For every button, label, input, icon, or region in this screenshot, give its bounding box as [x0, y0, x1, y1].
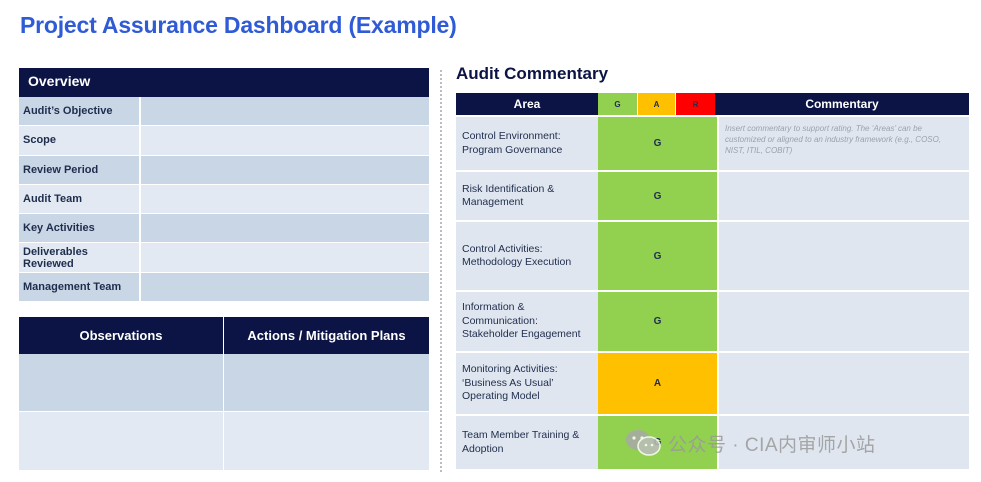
commentary-row: Risk Identification & Management G	[456, 170, 969, 220]
overview-table: Overview Audit’s Objective Scope Review …	[19, 68, 429, 303]
action-cell[interactable]	[224, 412, 429, 470]
area-line: Team Member Training &	[462, 429, 580, 441]
area-line: Information &	[462, 301, 525, 314]
overview-header: Overview	[19, 68, 429, 97]
commentary-cell[interactable]	[717, 353, 969, 414]
actions-header-label: Actions / Mitigation Plans	[247, 328, 406, 343]
overview-label: Scope	[19, 126, 141, 155]
rating-cell: G	[598, 222, 717, 290]
amber-rating-header: A	[637, 93, 676, 115]
overview-label: Deliverables Reviewed	[19, 243, 141, 272]
rating-cell: G	[598, 117, 717, 170]
section-divider	[440, 70, 442, 472]
commentary-row: Information & Communication: Stakeholder…	[456, 290, 969, 351]
watermark: 公众号 · CIA内审师小站	[624, 429, 876, 457]
overview-value[interactable]	[141, 126, 429, 155]
area-cell: Monitoring Activities: ‘Business As Usua…	[456, 353, 598, 414]
wechat-icon	[626, 430, 661, 456]
overview-value[interactable]	[141, 97, 429, 126]
action-cell[interactable]	[224, 354, 429, 411]
commentary-row: Monitoring Activities: ‘Business As Usua…	[456, 351, 969, 414]
overview-label: Audit’s Objective	[19, 97, 141, 126]
audit-commentary-title: Audit Commentary	[456, 64, 609, 83]
area-cell: Risk Identification & Management	[456, 172, 598, 220]
overview-value[interactable]	[141, 214, 429, 243]
commentary-cell[interactable]	[717, 292, 969, 351]
overview-label: Audit Team	[19, 184, 141, 214]
page-title: Project Assurance Dashboard (Example)	[20, 12, 457, 38]
red-rating-header: R	[676, 93, 715, 115]
area-line: Control Activities:	[462, 242, 543, 255]
commentary-cell[interactable]	[717, 416, 969, 469]
commentary-header: Commentary	[715, 93, 969, 115]
area-line: Communication:	[462, 314, 538, 327]
overview-row: Audit Team	[19, 184, 429, 215]
area-header: Area	[456, 93, 598, 115]
overview-row: Deliverables Reviewed	[19, 243, 429, 273]
commentary-cell[interactable]	[717, 222, 969, 290]
area-cell: Information & Communication: Stakeholder…	[456, 292, 598, 351]
area-line: Methodology Execution	[462, 256, 572, 268]
area-cell: Control Activities: Methodology Executio…	[456, 222, 598, 290]
area-line: Risk Identification &	[462, 182, 555, 195]
observations-table: Observations Actions / Mitigation Plans	[19, 317, 429, 470]
commentary-row: Team Member Training & Adoption G	[456, 414, 969, 469]
observations-row	[19, 354, 429, 411]
observation-cell[interactable]	[19, 412, 224, 470]
overview-label: Management Team	[19, 272, 141, 302]
area-line: ‘Business As Usual’	[462, 376, 554, 389]
overview-row: Management Team	[19, 272, 429, 303]
observations-header-label: Observations	[19, 317, 224, 354]
rating-cell: G	[598, 292, 717, 351]
audit-commentary-header: Area G A R Commentary	[456, 93, 969, 115]
area-line: Management	[462, 196, 524, 208]
area-line: Stakeholder Engagement	[462, 328, 581, 341]
audit-commentary-table: Area G A R Commentary Control Environmen…	[456, 93, 969, 469]
overview-row: Audit’s Objective	[19, 97, 429, 127]
area-line: Operating Model	[462, 390, 540, 403]
overview-label: Key Activities	[19, 214, 141, 243]
overview-row: Review Period	[19, 155, 429, 185]
area-line: Program Governance	[462, 143, 563, 156]
area-cell: Control Environment: Program Governance	[456, 117, 598, 170]
commentary-cell[interactable]: Insert commentary to support rating. The…	[717, 117, 969, 170]
area-line: Adoption	[462, 442, 504, 455]
commentary-row: Control Activities: Methodology Executio…	[456, 220, 969, 290]
observations-header: Observations Actions / Mitigation Plans	[19, 317, 429, 354]
commentary-cell[interactable]	[717, 172, 969, 220]
overview-value[interactable]	[141, 243, 429, 272]
overview-value[interactable]	[141, 184, 429, 214]
overview-row: Scope	[19, 126, 429, 156]
observations-row	[19, 412, 429, 470]
commentary-row: Control Environment: Program Governance …	[456, 115, 969, 170]
watermark-text: 公众号 · CIA内审师小站	[668, 434, 876, 456]
overview-value[interactable]	[141, 155, 429, 184]
green-rating-header: G	[598, 93, 637, 115]
area-line: Control Environment:	[462, 130, 561, 142]
overview-row: Key Activities	[19, 214, 429, 244]
rating-cell: G	[598, 172, 717, 220]
overview-value[interactable]	[141, 272, 429, 302]
observation-cell[interactable]	[19, 354, 224, 411]
rating-cell: A	[598, 353, 717, 414]
area-line: Monitoring Activities:	[462, 363, 558, 376]
area-cell: Team Member Training & Adoption	[456, 416, 598, 469]
overview-label: Review Period	[19, 155, 141, 184]
